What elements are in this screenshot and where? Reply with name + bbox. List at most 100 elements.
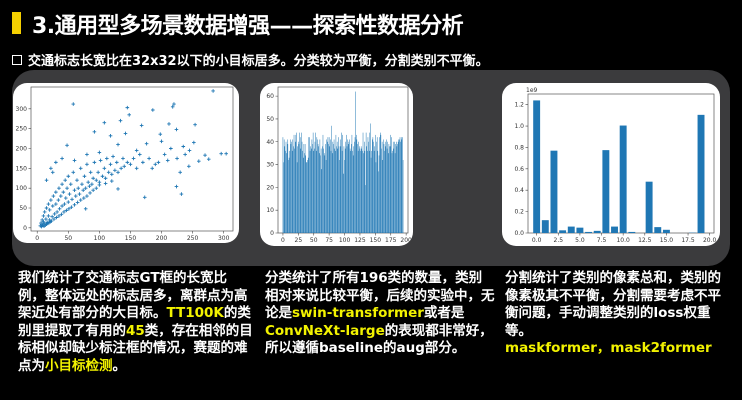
y-tick-label: 40 (266, 139, 274, 146)
highlight-text: 45 (126, 322, 145, 339)
scatter-point (47, 208, 52, 212)
scatter-point (158, 132, 163, 137)
scatter-point (192, 140, 196, 145)
scatter-point (125, 105, 130, 110)
scatter-point (72, 203, 77, 207)
bar (541, 220, 549, 233)
scatter-point (49, 166, 53, 171)
y-tick-label: 0 (23, 225, 27, 232)
scatter-point (57, 206, 62, 211)
scatter-point (62, 202, 67, 206)
x-tick-label: 200 (400, 237, 412, 244)
scatter-point (71, 170, 76, 175)
scatter-point (139, 123, 144, 128)
class-count-bar-chart: 0 25 50 75 100 125 150 175 200 0 10 20 30 40 50 60 (266, 86, 412, 244)
x-tick-label: 2.5 (554, 237, 564, 244)
scatter-point (50, 204, 55, 208)
scatter-point (114, 160, 119, 165)
text-column-segmentation: 分割统计了类别的像素总和，类别的像素极其不平衡，分割需要考虑不平衡问题，手动调整… (505, 270, 730, 358)
scatter-point (88, 170, 93, 175)
scatter-point (55, 210, 59, 214)
scatter-point (66, 174, 71, 179)
scatter-point (64, 208, 69, 213)
y-tick-label: 0.4 (514, 187, 524, 194)
scatter-point (76, 186, 81, 190)
scatter-point (67, 192, 72, 196)
scatter-point (87, 184, 92, 188)
text-column-classification: 分类统计了所有196类的数量，类别相对来说比较平衡，后续的实验中，无论是swin… (265, 270, 495, 358)
bar (576, 227, 584, 233)
scatter-point (159, 139, 164, 144)
scatter-point (83, 206, 88, 211)
scatter-point (211, 89, 215, 93)
scatter-point (92, 160, 97, 165)
scatter-point (172, 102, 176, 106)
scatter-point (116, 142, 120, 147)
scatter-point (82, 196, 86, 200)
y-tick-label: 1.2 (514, 102, 524, 109)
scatter-point (125, 160, 130, 165)
scatter-point (72, 158, 77, 163)
x-tick-label: 17.5 (681, 237, 695, 244)
scatter-chart: 0 50 100 150 200 250 300 0 50 100 150 200 250 300 (16, 86, 234, 242)
scatter-point (85, 194, 89, 198)
scatter-point (121, 156, 125, 161)
bullet-square-icon (12, 54, 22, 65)
scatter-point (105, 156, 109, 161)
bar (697, 114, 705, 233)
y-tick-label: 0.0 (514, 230, 524, 237)
bar (533, 100, 541, 234)
scatter-point (142, 195, 147, 200)
scatter-point (147, 156, 151, 161)
pixel-sum-bar-chart: 0.0 2.5 5.0 7.5 10.0 12.5 15.0 17.5 20.0 0.0 0.2 0.… (514, 87, 716, 244)
scatter-point (59, 194, 63, 198)
scatter-point (80, 182, 84, 186)
scatter-point (60, 182, 64, 186)
scatter-point (46, 214, 51, 218)
scatter-point (100, 174, 105, 179)
scatter-point (72, 188, 77, 192)
scatter-point (46, 202, 51, 206)
x-tick-label: 75 (325, 237, 333, 244)
scatter-point (156, 160, 161, 165)
scatter-point (67, 206, 71, 211)
body-text: 类，存在相邻的目标相似却缺少标注框的情况，赛题的难点为 (18, 322, 253, 374)
y-tick-label: 0 (270, 230, 274, 237)
plot-frame (277, 86, 409, 234)
scatter-point (75, 200, 80, 205)
scatter-point (63, 178, 67, 183)
scatter-point (41, 220, 46, 224)
x-tick-label: 0 (281, 237, 285, 244)
scatter-point (44, 217, 48, 221)
x-tick-label: 100 (339, 237, 351, 244)
scatter-point (97, 183, 102, 187)
scatter-point (127, 112, 132, 117)
bar (602, 150, 610, 233)
scatter-point (78, 198, 83, 202)
highlight-text: TT100K (166, 305, 224, 321)
scatter-point (118, 118, 123, 123)
highlight-text: swin-transformer (292, 305, 424, 321)
bar (550, 150, 558, 233)
scatter-point (179, 192, 184, 196)
bar (559, 230, 567, 233)
scatter-point (174, 127, 179, 132)
scatter-point (85, 152, 89, 157)
subtitle-text: 交通标志长宽比在32x32以下的小目标居多。分类较为平衡，分割类别不平衡。 (28, 54, 489, 69)
y-tick-label: 0.6 (514, 166, 524, 173)
y-tick-label: 1.0 (514, 123, 524, 130)
scatter-point (56, 198, 61, 202)
scatter-point (92, 130, 97, 134)
scatter-point (96, 170, 100, 175)
scatter-point (42, 210, 47, 214)
scatter-point (49, 219, 54, 223)
scatter-point (54, 160, 58, 165)
scatter-point (98, 158, 103, 163)
scatter-point (94, 186, 99, 190)
scatter-point (178, 170, 182, 175)
scatter-point (181, 144, 186, 149)
x-tick-label: 150 (370, 237, 382, 244)
scatter-point (71, 102, 76, 106)
scatter-point (66, 200, 71, 204)
scatter-point (60, 204, 64, 208)
